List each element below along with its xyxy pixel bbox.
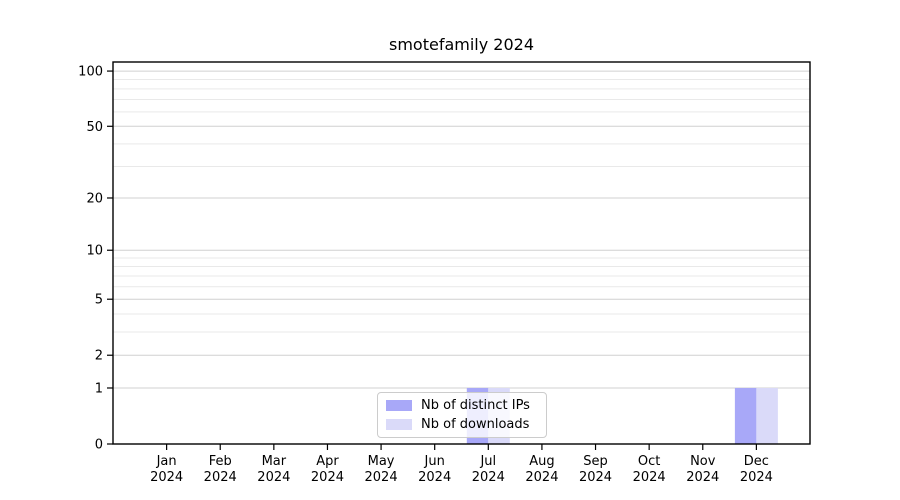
legend-item-downloads: Nb of downloads bbox=[386, 417, 539, 432]
x-tick-label-month: Apr bbox=[316, 454, 339, 469]
x-tick-label-year: 2024 bbox=[740, 470, 773, 485]
x-tick-label-month: Jan bbox=[156, 454, 177, 469]
y-tick-label: 5 bbox=[95, 293, 103, 308]
x-tick-label-year: 2024 bbox=[204, 470, 237, 485]
x-tick-label-month: Jul bbox=[479, 454, 496, 469]
y-tick-label: 10 bbox=[86, 244, 103, 259]
legend-swatch-distinct-ips bbox=[386, 400, 412, 411]
x-tick-label-year: 2024 bbox=[686, 470, 719, 485]
bar-nb-of-downloads-dec-2024 bbox=[756, 387, 778, 444]
y-tick-label: 1 bbox=[95, 381, 103, 396]
x-tick-label-month: Mar bbox=[262, 454, 287, 469]
x-tick-label-year: 2024 bbox=[365, 470, 398, 485]
x-tick-label-month: Jun bbox=[424, 454, 445, 469]
x-tick-label-month: Oct bbox=[638, 454, 660, 469]
x-tick-label-year: 2024 bbox=[472, 470, 505, 485]
legend-label-downloads: Nb of downloads bbox=[421, 417, 530, 432]
y-tick-label: 20 bbox=[86, 191, 103, 206]
y-tick-label: 2 bbox=[95, 349, 103, 364]
y-tick-label: 100 bbox=[78, 65, 103, 80]
chart-title: smotefamily 2024 bbox=[388, 35, 534, 54]
x-tick-label-month: May bbox=[368, 454, 395, 469]
x-tick-label-year: 2024 bbox=[579, 470, 612, 485]
plot-border bbox=[112, 61, 811, 445]
x-tick-label-month: Nov bbox=[690, 454, 716, 469]
y-tick-label: 50 bbox=[86, 120, 103, 135]
x-tick-label-year: 2024 bbox=[418, 470, 451, 485]
legend: Nb of distinct IPs Nb of downloads bbox=[377, 392, 547, 438]
legend-swatch-downloads bbox=[386, 419, 412, 430]
bar-nb-of-distinct-ips-dec-2024 bbox=[734, 387, 757, 444]
x-tick-label-month: Dec bbox=[744, 454, 769, 469]
x-tick-label-year: 2024 bbox=[633, 470, 666, 485]
x-tick-label-month: Sep bbox=[583, 454, 608, 469]
x-tick-label-month: Aug bbox=[529, 454, 554, 469]
y-tick-label: 0 bbox=[95, 438, 103, 453]
x-tick-label-year: 2024 bbox=[525, 470, 558, 485]
x-tick-label-year: 2024 bbox=[150, 470, 183, 485]
legend-label-distinct-ips: Nb of distinct IPs bbox=[421, 398, 530, 413]
legend-item-distinct-ips: Nb of distinct IPs bbox=[386, 398, 539, 413]
x-tick-label-year: 2024 bbox=[311, 470, 344, 485]
x-tick-label-month: Feb bbox=[209, 454, 232, 469]
x-tick-label-year: 2024 bbox=[257, 470, 290, 485]
